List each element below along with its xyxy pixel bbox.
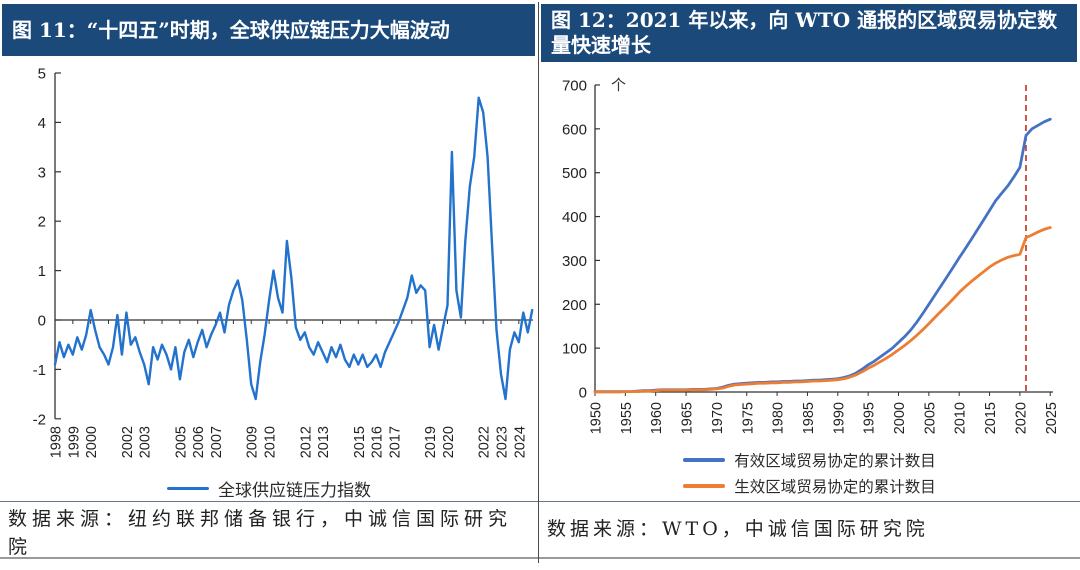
svg-text:1965: 1965 <box>680 402 696 434</box>
svg-text:600: 600 <box>562 121 587 138</box>
figure12-source: 数据来源：WTO，中诚信国际研究院 <box>539 501 1080 559</box>
svg-text:1998: 1998 <box>49 426 65 458</box>
svg-text:4: 4 <box>38 115 46 132</box>
svg-text:2022: 2022 <box>477 426 493 458</box>
svg-text:2000: 2000 <box>84 426 100 458</box>
svg-text:2017: 2017 <box>387 426 403 458</box>
rta-inforce-legend-label: 生效区域贸易协定的累计数目 <box>734 479 936 496</box>
rta-notified-legend-label: 有效区域贸易协定的累计数目 <box>734 453 936 470</box>
svg-text:0: 0 <box>38 313 46 330</box>
svg-text:1985: 1985 <box>801 402 817 434</box>
svg-text:500: 500 <box>562 165 587 182</box>
svg-text:5: 5 <box>38 66 46 83</box>
svg-text:2015: 2015 <box>352 426 368 458</box>
svg-text:2: 2 <box>38 214 46 231</box>
svg-text:2012: 2012 <box>298 426 314 458</box>
y-axis-unit-label: 个 <box>611 77 627 94</box>
rta-notified-legend-line-swatch <box>683 458 726 462</box>
svg-text:2019: 2019 <box>423 426 439 458</box>
gscpi-legend: 全球供应链压力指数 <box>0 476 538 501</box>
svg-text:2003: 2003 <box>138 426 154 458</box>
gscpi-legend-line-swatch <box>167 486 209 491</box>
figure12-panel: 图 12：2021 年以来，向 WTO 通报的区域贸易协定数量快速增长 700 6… <box>539 0 1080 570</box>
gscpi-legend-label: 全球供应链压力指数 <box>218 481 371 500</box>
svg-text:100: 100 <box>562 341 587 358</box>
svg-text:2020: 2020 <box>1013 402 1029 434</box>
rta-inforce-legend-line-swatch <box>683 484 726 488</box>
svg-text:2000: 2000 <box>892 402 908 434</box>
svg-text:2015: 2015 <box>983 402 999 434</box>
svg-text:1955: 1955 <box>619 402 635 434</box>
svg-text:2006: 2006 <box>191 426 207 458</box>
figure11-title: 图 11：“十四五”时期，全球供应链压力大幅波动 <box>2 4 535 56</box>
svg-text:2010: 2010 <box>263 426 279 458</box>
svg-text:0: 0 <box>579 385 587 402</box>
svg-text:2010: 2010 <box>953 402 969 434</box>
figure12-source-text: 数据来源：WTO，中诚信国际研究院 <box>547 518 929 540</box>
panel-divider-line <box>538 2 539 563</box>
svg-text:2005: 2005 <box>922 402 938 434</box>
figure11-source-text: 数据来源：纽约联邦储备银行，中诚信国际研究院 <box>8 508 513 558</box>
svg-text:400: 400 <box>562 209 587 226</box>
gscpi-chart: 5 4 3 2 1 0 -1 -2 1998 1999 2000 2002 2003 2005 2006 20… <box>0 58 538 476</box>
svg-text:2009: 2009 <box>245 426 261 458</box>
rta-legend-notified: 有效区域贸易协定的累计数目 <box>539 449 1080 471</box>
svg-text:1975: 1975 <box>740 402 756 434</box>
svg-text:1960: 1960 <box>649 402 665 434</box>
svg-text:3: 3 <box>38 164 46 181</box>
svg-text:1980: 1980 <box>771 402 787 434</box>
svg-text:2020: 2020 <box>441 426 457 458</box>
rta-chart: 700 600 500 400 300 200 100 0 1950 1955 1960 1965 19… <box>539 62 1080 448</box>
svg-text:-2: -2 <box>33 411 46 428</box>
svg-text:200: 200 <box>562 297 587 314</box>
svg-text:2016: 2016 <box>370 426 386 458</box>
svg-text:1950: 1950 <box>589 402 605 434</box>
svg-text:2007: 2007 <box>209 426 225 458</box>
svg-text:700: 700 <box>562 77 587 94</box>
svg-text:2025: 2025 <box>1044 402 1060 434</box>
svg-text:2024: 2024 <box>512 426 528 458</box>
svg-text:300: 300 <box>562 253 587 270</box>
figure11-panel: 图 11：“十四五”时期，全球供应链压力大幅波动 5 4 3 2 1 0 -1 -2 1998 1… <box>0 0 538 570</box>
rta-legend-inforce: 生效区域贸易协定的累计数目 <box>539 475 1080 497</box>
figure12-title: 图 12：2021 年以来，向 WTO 通报的区域贸易协定数量快速增长 <box>541 4 1077 62</box>
svg-text:1970: 1970 <box>710 402 726 434</box>
svg-text:1990: 1990 <box>831 402 847 434</box>
figure11-source: 数据来源：纽约联邦储备银行，中诚信国际研究院 <box>0 501 538 559</box>
svg-text:1995: 1995 <box>862 402 878 434</box>
svg-text:2023: 2023 <box>495 426 511 458</box>
svg-text:-1: -1 <box>33 362 46 379</box>
svg-text:1999: 1999 <box>66 426 82 458</box>
svg-text:2013: 2013 <box>316 426 332 458</box>
svg-text:1: 1 <box>38 263 46 280</box>
svg-text:2002: 2002 <box>120 426 136 458</box>
svg-text:2005: 2005 <box>173 426 189 458</box>
